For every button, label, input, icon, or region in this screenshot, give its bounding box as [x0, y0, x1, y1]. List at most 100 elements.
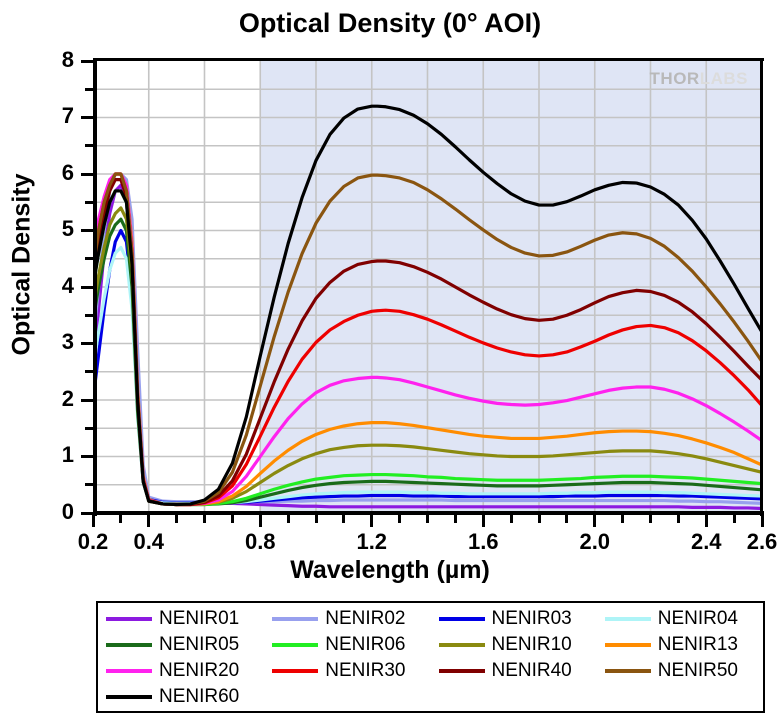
plot-border-top [93, 58, 764, 61]
legend-item[interactable]: NENIR06 [264, 632, 430, 658]
x-tick-major [704, 515, 708, 527]
legend-item[interactable]: NENIR20 [98, 658, 264, 684]
y-axis-tick-label: 0 [61, 498, 74, 524]
legend-item[interactable]: NENIR40 [431, 658, 597, 684]
x-tick-minor [398, 515, 402, 523]
x-tick-minor [426, 515, 429, 523]
y-tick-major [81, 511, 93, 515]
y-tick-minor [85, 370, 93, 374]
legend-label: NENIR30 [325, 660, 406, 681]
legend-label: NENIR02 [325, 608, 406, 629]
x-axis-tick-label: 0.4 [133, 529, 165, 554]
legend-label: NENIR20 [159, 660, 240, 681]
legend-item[interactable]: NENIR50 [597, 658, 763, 684]
series-line-nenir60 [93, 104, 762, 507]
legend-item[interactable]: NENIR13 [597, 632, 763, 658]
legend-item[interactable]: NENIR01 [98, 606, 264, 632]
legend-color-swatch [106, 617, 152, 621]
x-tick-major [147, 515, 151, 527]
x-tick-minor [649, 515, 652, 523]
y-tick-major [81, 172, 93, 176]
legend-label: NENIR01 [159, 608, 240, 629]
x-tick-minor [286, 515, 290, 523]
y-tick-minor [85, 313, 93, 317]
y-axis-tick-label: 2 [61, 385, 74, 411]
y-tick-major [81, 116, 93, 119]
x-tick-major [370, 515, 374, 527]
x-tick-minor [314, 515, 318, 523]
legend-color-swatch [438, 669, 485, 673]
y-tick-major [81, 285, 93, 289]
plot-area: THORLABS [93, 61, 762, 513]
legend-color-swatch [106, 695, 152, 699]
legend-label: NENIR04 [657, 608, 738, 629]
legend-label: NENIR03 [491, 608, 572, 629]
legend-item[interactable]: NENIR02 [264, 606, 430, 632]
x-axis-tick-label: 2.6 [746, 529, 778, 554]
legend-label: NENIR50 [657, 660, 738, 681]
x-tick-minor [342, 515, 346, 523]
x-axis-tick-label: 0.8 [244, 529, 276, 554]
legend-color-swatch [604, 643, 651, 647]
y-axis-tick-label: 3 [61, 329, 74, 354]
legend-label: NENIR10 [491, 634, 572, 655]
legend-color-swatch [438, 643, 485, 647]
y-tick-minor [85, 200, 93, 204]
x-axis-line [93, 511, 764, 515]
legend-color-swatch [106, 669, 152, 673]
x-tick-minor [175, 515, 179, 523]
y-axis-tick-label: 5 [61, 216, 74, 241]
x-tick-major [760, 515, 764, 527]
x-tick-minor [453, 515, 457, 523]
y-tick-major [81, 398, 93, 402]
chart-legend: NENIR01 NENIR02 NENIR03 NENIR04 NENIR05 NENIR… [96, 601, 765, 713]
y-axis-tick-label: 4 [61, 272, 74, 298]
x-axis-tick-label: 0.2 [77, 529, 109, 554]
y-axis-tick-label: 7 [61, 103, 74, 128]
y-tick-major [81, 342, 93, 345]
legend-item[interactable]: NENIR30 [264, 658, 430, 684]
x-tick-minor [203, 515, 206, 523]
legend-label: NENIR13 [657, 634, 738, 655]
y-tick-minor [85, 87, 93, 91]
legend-label: NENIR40 [491, 660, 572, 681]
y-tick-minor [85, 426, 93, 430]
page-title: Optical Density (0° AOI) [238, 8, 542, 38]
legend-color-swatch [604, 617, 651, 621]
legend-color-swatch [272, 617, 319, 621]
plot-border-right [760, 58, 763, 516]
y-tick-major [81, 229, 93, 232]
x-axis-title: Wavelength (µm) [290, 556, 490, 584]
x-tick-minor [621, 515, 625, 523]
legend-color-swatch [272, 643, 319, 647]
legend-item[interactable]: NENIR10 [431, 632, 597, 658]
legend-color-swatch [604, 669, 651, 673]
y-tick-minor [85, 483, 93, 487]
x-tick-minor [676, 515, 680, 523]
legend-label: NENIR60 [159, 686, 240, 707]
y-axis-tick-label: 8 [61, 46, 74, 72]
legend-color-swatch [106, 643, 152, 647]
x-tick-major [91, 515, 95, 527]
chart-svg [93, 61, 762, 513]
x-axis-tick-label: 1.6 [467, 529, 499, 554]
y-axis-tick-label: 1 [61, 442, 74, 467]
legend-item[interactable]: NENIR05 [98, 632, 264, 658]
y-tick-major [81, 59, 93, 63]
legend-color-swatch [272, 669, 319, 673]
x-axis-tick-label: 1.2 [356, 529, 388, 554]
y-axis-title: Optical Density [7, 173, 36, 356]
y-axis-tick-label: 6 [61, 159, 74, 185]
x-axis-tick-label: 2.0 [579, 529, 611, 554]
x-tick-minor [732, 515, 736, 523]
legend-item[interactable]: NENIR03 [431, 606, 597, 632]
x-tick-minor [509, 515, 513, 523]
legend-item[interactable]: NENIR60 [98, 684, 264, 710]
legend-item[interactable]: NENIR04 [597, 606, 763, 632]
x-axis-tick-label: 2.4 [690, 529, 722, 554]
x-tick-minor [230, 515, 234, 523]
y-tick-minor [85, 257, 93, 261]
x-tick-major [258, 515, 262, 527]
legend-label: NENIR06 [325, 634, 406, 655]
x-tick-major [481, 515, 485, 527]
